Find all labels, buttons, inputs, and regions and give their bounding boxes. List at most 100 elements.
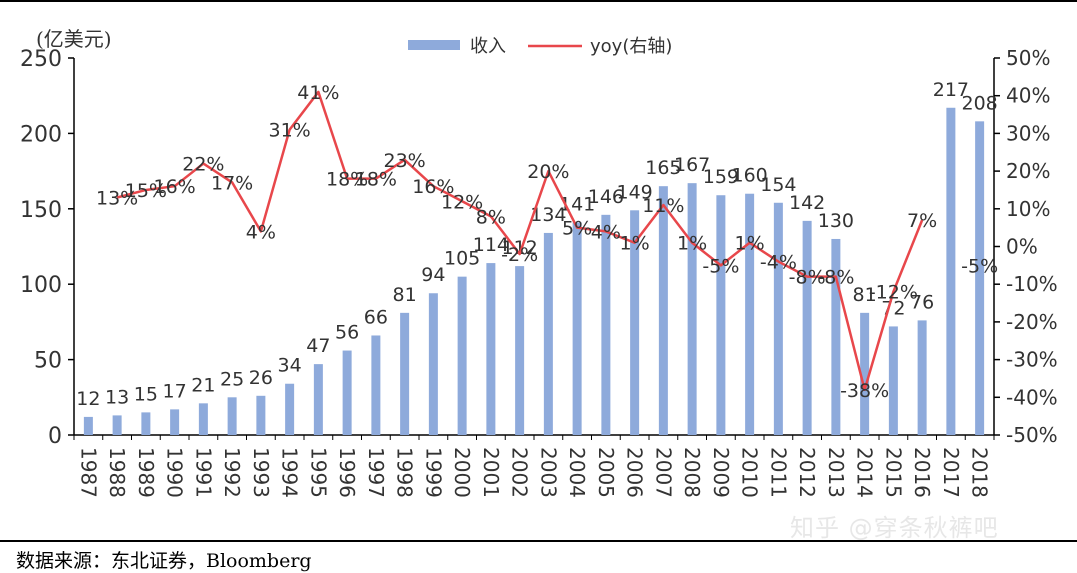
x-tick-label: 1988 (105, 447, 129, 498)
x-tick-label: 2017 (939, 447, 963, 498)
x-tick-label: 1994 (278, 447, 302, 498)
yoy-value-label: 18% (355, 169, 397, 191)
revenue-value-label: 134 (530, 204, 566, 226)
x-tick-label: 1996 (335, 447, 359, 498)
x-tick-label: 1997 (364, 447, 388, 498)
x-tick-label: 2004 (565, 447, 589, 498)
revenue-bar (285, 383, 295, 435)
yoy-value-label: 16% (412, 176, 454, 198)
x-tick-label: 2003 (536, 447, 560, 498)
x-tick-label: 2015 (881, 447, 905, 498)
revenue-bar (802, 220, 812, 435)
revenue-bar (227, 397, 237, 435)
revenue-bar (745, 193, 755, 435)
revenue-value-label: 160 (731, 165, 767, 187)
revenue-bar (486, 263, 496, 435)
bottom-rule (0, 540, 1077, 542)
revenue-bar (831, 238, 841, 435)
yoy-value-label: 18% (326, 169, 368, 191)
revenue-value-label: 21 (191, 374, 215, 396)
x-tick-label: 2001 (479, 447, 503, 498)
left-tick-label: 100 (20, 273, 62, 298)
x-tick-label: 1989 (134, 447, 158, 498)
legend-yoy-label: yoy(右轴) (590, 36, 672, 57)
yoy-value-label: 31% (269, 120, 311, 142)
yoy-value-label: 7% (907, 210, 937, 232)
yoy-value-label: -8% (817, 267, 854, 289)
x-tick-label: 2016 (910, 447, 934, 498)
revenue-value-label: 17 (163, 380, 187, 402)
revenue-bar (342, 350, 352, 435)
yoy-value-label: -2% (501, 244, 538, 266)
right-tick-label: 10% (1006, 197, 1050, 221)
yoy-value-label: 11% (642, 195, 684, 217)
yoy-value-label: -5% (702, 255, 739, 277)
yoy-value-label: 15% (125, 180, 167, 202)
yoy-value-label: 23% (384, 150, 426, 172)
yoy-value-label: 12% (441, 191, 483, 213)
right-tick-label: -20% (1006, 310, 1058, 334)
yoy-value-label: 4% (591, 221, 621, 243)
revenue-value-label: 34 (278, 355, 302, 377)
yoy-value-label: 5% (562, 218, 592, 240)
revenue-bar (256, 395, 266, 435)
yoy-value-label: -12% (869, 282, 918, 304)
top-rule (0, 0, 1077, 2)
x-tick-label: 2010 (738, 447, 762, 498)
revenue-value-label: 15 (134, 383, 158, 405)
yoy-value-label: 16% (154, 176, 196, 198)
left-tick-label: 50 (34, 349, 62, 374)
revenue-value-label: 94 (421, 264, 445, 286)
x-tick-label: 1999 (421, 447, 445, 498)
revenue-bar (313, 364, 323, 435)
revenue-value-label: 47 (306, 335, 330, 357)
revenue-bar (687, 183, 697, 435)
x-tick-label: 2012 (795, 447, 819, 498)
right-tick-label: -40% (1006, 385, 1058, 409)
revenue-bar (630, 210, 640, 435)
x-tick-label: 1993 (249, 447, 273, 498)
right-tick-label: 40% (1006, 84, 1050, 108)
revenue-bar (170, 409, 180, 435)
right-tick-label: 0% (1006, 235, 1038, 259)
revenue-value-label: 208 (961, 92, 997, 114)
yoy-value-label: 1% (677, 233, 707, 255)
yoy-value-label: -8% (789, 267, 826, 289)
right-tick-label: 20% (1006, 159, 1050, 183)
source-note: 数据来源：东北证券，Bloomberg (16, 550, 312, 572)
yoy-value-label: 13% (96, 187, 138, 209)
revenue-bar (457, 276, 467, 435)
x-tick-label: 1992 (220, 447, 244, 498)
revenue-value-label: 154 (760, 174, 796, 196)
revenue-value-label: 114 (473, 234, 509, 256)
yoy-value-label: 4% (246, 221, 276, 243)
legend-revenue-label: 收入 (470, 36, 506, 57)
x-tick-label: 2013 (824, 447, 848, 498)
right-tick-label: 50% (1006, 46, 1050, 70)
revenue-bar (917, 320, 927, 435)
revenue-value-label: 25 (220, 368, 244, 390)
revenue-bar (198, 403, 208, 435)
revenue-bar (773, 202, 783, 435)
revenue-value-label: 130 (818, 210, 854, 232)
revenue-value-label: 159 (703, 166, 739, 188)
revenue-bar (112, 415, 122, 435)
revenue-value-label: 26 (249, 367, 273, 389)
left-tick-label: 0 (48, 424, 62, 449)
revenue-value-label: 167 (674, 154, 710, 176)
x-tick-label: 2007 (651, 447, 675, 498)
yoy-value-label: -38% (840, 380, 889, 402)
x-tick-label: 2008 (680, 447, 704, 498)
left-tick-label: 200 (20, 122, 62, 147)
left-tick-label: 150 (20, 198, 62, 223)
x-tick-label: 2005 (594, 447, 618, 498)
revenue-value-label: 81 (853, 284, 877, 306)
left-tick-label: 250 (20, 47, 62, 72)
revenue-value-label: 217 (933, 79, 969, 101)
revenue-bar (371, 335, 381, 435)
yoy-value-label: 8% (476, 206, 506, 228)
x-tick-label: 2011 (766, 447, 790, 498)
x-tick-label: 2006 (623, 447, 647, 498)
x-tick-label: 1995 (306, 447, 330, 498)
right-tick-label: -30% (1006, 348, 1058, 372)
